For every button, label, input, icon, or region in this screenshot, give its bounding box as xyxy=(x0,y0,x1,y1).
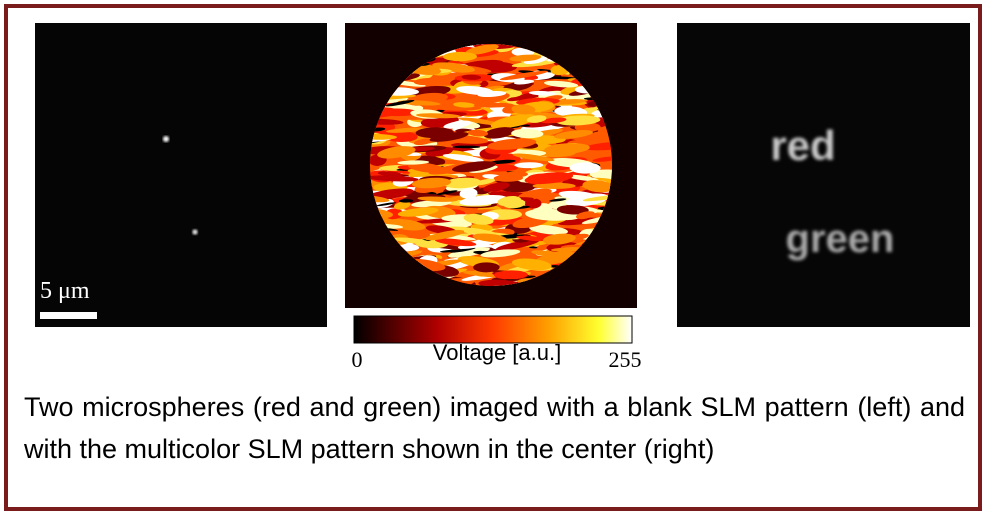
right-image xyxy=(677,23,970,327)
page: 5 μm 0 Voltage [a.u.] 255 red green Two … xyxy=(0,0,986,515)
microsphere xyxy=(192,229,197,234)
colorbar-min: 0 xyxy=(352,347,363,372)
microsphere xyxy=(163,136,169,142)
scale-bar-label: 5 μm xyxy=(40,278,90,304)
colorbar-max: 255 xyxy=(609,347,642,372)
image-word: green xyxy=(786,217,895,261)
figure-panels: 5 μm 0 Voltage [a.u.] 255 red green xyxy=(0,0,986,380)
scale-bar xyxy=(40,312,97,319)
colorbar-label: Voltage [a.u.] xyxy=(433,340,561,365)
image-word: red xyxy=(770,122,835,169)
colorbar xyxy=(354,316,632,343)
caption: Two microspheres (red and green) imaged … xyxy=(24,386,965,470)
